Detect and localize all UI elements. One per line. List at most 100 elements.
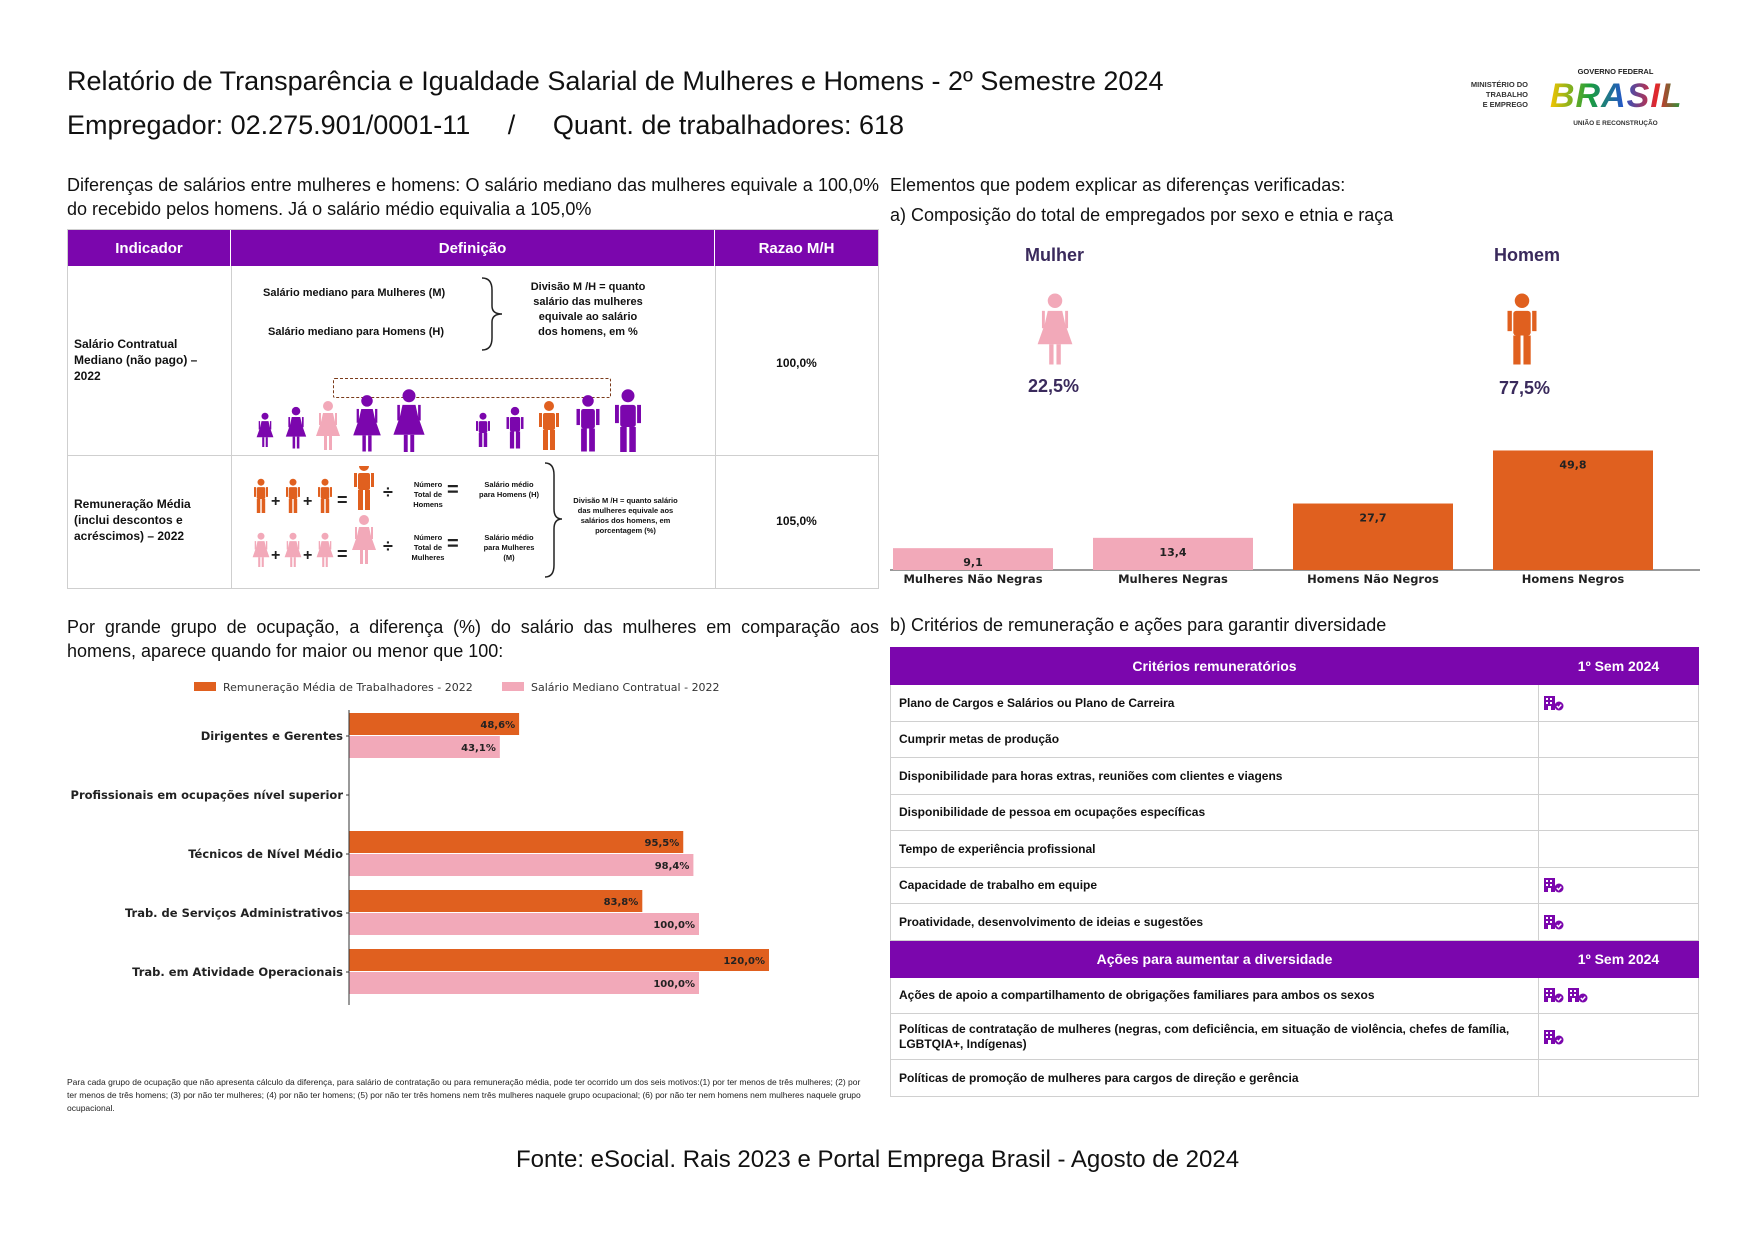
occ-category-label: Técnicos de Nível Médio — [188, 847, 343, 861]
comp-category-label: Homens Negros — [1522, 572, 1625, 586]
criteria-row-label: Proatividade, desenvolvimento de ideias … — [890, 903, 1539, 941]
svg-text:+: + — [303, 493, 312, 510]
comp-bar-label: 13,4 — [1159, 546, 1186, 559]
actions-row-mark — [1538, 1013, 1699, 1060]
svg-text:=: = — [337, 544, 348, 564]
comp-category-label: Mulheres Negras — [1118, 572, 1228, 586]
criteria-table: Critérios remuneratórios 1º Sem 2024 Plano… — [890, 647, 1699, 1097]
actions-row: Políticas de contratação de mulheres (ne… — [890, 1013, 1699, 1060]
formula-figures-icon: + + = ÷ + + = ÷ = = — [252, 466, 459, 567]
building-check-icon — [1544, 695, 1564, 711]
criteria-row-label: Disponibilidade para horas extras, reuni… — [890, 757, 1539, 795]
dashed-highlight — [333, 378, 611, 398]
row1-indicator: Salário Contratual Mediano (não pago) – … — [74, 337, 198, 383]
criteria-row: Disponibilidade de pessoa em ocupações e… — [890, 793, 1699, 831]
criteria-row-label: Plano de Cargos e Salários ou Plano de C… — [890, 684, 1539, 722]
woman-icon — [1037, 293, 1073, 365]
row1-def-division: Divisão M /H = quanto salário das mulher… — [530, 281, 646, 338]
criteria-row-mark — [1538, 757, 1699, 795]
occ-bar — [349, 713, 520, 735]
row2-ratio: 105,0% — [776, 514, 817, 528]
comp-bar — [893, 548, 1053, 570]
svg-text:÷: ÷ — [383, 482, 393, 502]
occ-bar — [349, 854, 694, 876]
building-check-icon — [1544, 988, 1564, 1003]
actions-row: Ações de apoio a compartilhamento de obr… — [890, 976, 1699, 1014]
occ-bar-label: 83,8% — [604, 897, 639, 908]
building-check-icon — [1544, 878, 1564, 893]
occ-bar-label: 100,0% — [653, 979, 695, 990]
section-b-title: b) Critérios de remuneração e ações para… — [890, 615, 1387, 635]
row1-def-men: Salário mediano para Homens (H) — [268, 326, 445, 338]
criteria-header: Critérios remuneratórios — [890, 647, 1539, 685]
brace-icon — [481, 277, 503, 351]
criteria-row-mark — [1538, 866, 1699, 904]
actions-col-header: 1º Sem 2024 — [1538, 939, 1699, 978]
criteria-row-mark — [1538, 793, 1699, 831]
men-pct: 77,5% — [1499, 378, 1551, 398]
ministry-line2: TRABALHO — [1485, 90, 1528, 99]
svg-text:+: + — [271, 547, 280, 564]
ministry-line3: E EMPREGO — [1482, 100, 1528, 109]
actions-header-row: Ações para aumentar a diversidade 1º Sem … — [890, 939, 1699, 978]
occ-bar-label: 43,1% — [461, 743, 496, 754]
occ-bar-label: 120,0% — [723, 956, 765, 967]
row2-men-count: Número Total de Homens — [413, 480, 443, 509]
svg-text:=: = — [447, 533, 459, 555]
occ-bar-label: 95,5% — [645, 838, 680, 849]
comp-bar-label: 9,1 — [963, 556, 983, 569]
page-title: Relatório de Transparência e Igualdade S… — [67, 66, 1164, 96]
criteria-header-row: Critérios remuneratórios 1º Sem 2024 — [890, 647, 1699, 685]
criteria-row: Tempo de experiência profissional — [890, 830, 1699, 868]
actions-row-label: Políticas de promoção de mulheres para c… — [890, 1059, 1539, 1097]
row1-ratio: 100,0% — [776, 356, 817, 370]
occ-category-label: Trab. em Atividade Operacionais — [132, 965, 343, 979]
indicator-table: Indicador Definição Razao M/H Salário Co… — [67, 229, 879, 589]
occ-bar — [349, 890, 643, 912]
criteria-row-mark — [1538, 720, 1699, 758]
criteria-row: Capacidade de trabalho em equipe — [890, 866, 1699, 904]
women-label: Mulher — [1025, 245, 1085, 265]
row2-women-avg: Salário médio para Mulheres (M) — [483, 533, 535, 562]
gov-word-text: BRASIL — [1550, 77, 1683, 115]
man-icon — [1507, 293, 1537, 365]
occupation-chart: Remuneração Média de Trabalhadores - 202… — [71, 681, 769, 1005]
svg-text:÷: ÷ — [383, 536, 393, 556]
criteria-row-mark — [1538, 830, 1699, 868]
occ-bar-label: 98,4% — [655, 861, 690, 872]
occ-category-label: Trab. de Serviços Administrativos — [125, 906, 343, 920]
header-definition: Definição — [231, 230, 715, 266]
actions-row-mark — [1538, 1059, 1699, 1097]
row2-women-count: Número Total de Mulheres — [411, 533, 445, 562]
people-figures-icon — [256, 389, 641, 452]
actions-row: Políticas de promoção de mulheres para c… — [890, 1059, 1699, 1097]
occ-bar — [349, 831, 684, 853]
criteria-row: Cumprir metas de produção — [890, 720, 1699, 758]
footnote: Para cada grupo de ocupação que não apre… — [67, 1077, 861, 1113]
women-pct: 22,5% — [1028, 376, 1080, 396]
occ-bar — [349, 949, 769, 971]
building-check-icon — [1568, 988, 1588, 1003]
criteria-row-label: Tempo de experiência profissional — [890, 830, 1539, 868]
comp-bar-label: 49,8 — [1559, 458, 1586, 471]
legend-label: Salário Mediano Contratual - 2022 — [531, 681, 720, 694]
occ-bar — [349, 972, 699, 994]
legend-label: Remuneração Média de Trabalhadores - 202… — [223, 681, 473, 694]
gov-top: GOVERNO FEDERAL — [1577, 67, 1654, 76]
actions-row-label: Ações de apoio a compartilhamento de obr… — [890, 976, 1539, 1014]
svg-text:=: = — [337, 490, 348, 510]
comp-bar — [1293, 503, 1453, 570]
criteria-row-label: Capacidade de trabalho em equipe — [890, 866, 1539, 904]
criteria-row: Plano de Cargos e Salários ou Plano de C… — [890, 684, 1699, 722]
men-label: Homem — [1494, 245, 1561, 265]
criteria-row: Disponibilidade para horas extras, reuni… — [890, 757, 1699, 795]
svg-text:+: + — [271, 493, 280, 510]
comp-bar — [1093, 537, 1253, 570]
criteria-row-label: Cumprir metas de produção — [890, 720, 1539, 758]
building-check-icon — [1544, 1029, 1564, 1044]
gov-word: BRASIL — [1550, 77, 1683, 116]
occ-bar-label: 48,6% — [480, 720, 515, 731]
intro-left: Diferenças de salários entre mulheres e … — [67, 175, 879, 219]
criteria-row-label: Disponibilidade de pessoa em ocupações e… — [890, 793, 1539, 831]
occ-bar — [349, 913, 699, 935]
